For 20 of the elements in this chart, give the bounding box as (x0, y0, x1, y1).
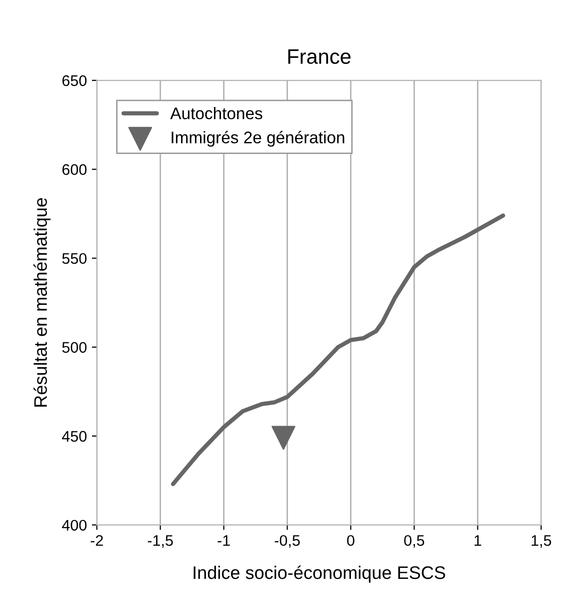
legend-label: Autochtones (170, 107, 262, 120)
x-axis-title: Indice socio-économique ESCS (194, 566, 446, 583)
line-series (170, 213, 506, 486)
x-tick-label: -1 (218, 535, 230, 546)
y-tick-label: 400 (62, 520, 87, 531)
x-tick-label: -1,5 (148, 535, 173, 548)
x-tick-label: 0 (347, 535, 354, 546)
y-tick-label: 450 (62, 430, 87, 442)
x-tick-label: 0,5 (404, 535, 424, 548)
legend-label: Immigrés 2e génération (172, 130, 344, 147)
y-tick-label: 500 (62, 342, 87, 353)
chart-title: France (288, 49, 350, 64)
y-tick-label: 600 (62, 164, 87, 175)
y-tick-label: 650 (62, 75, 87, 86)
y-tick-label: 550 (62, 253, 87, 264)
x-tick-label: -2 (90, 535, 103, 546)
y-axis-title: Résultat en mathématique (33, 198, 51, 407)
x-tick-label: -0,5 (274, 535, 300, 548)
x-tick-label: 1,5 (532, 535, 552, 548)
x-tick-label: 1 (474, 535, 482, 546)
